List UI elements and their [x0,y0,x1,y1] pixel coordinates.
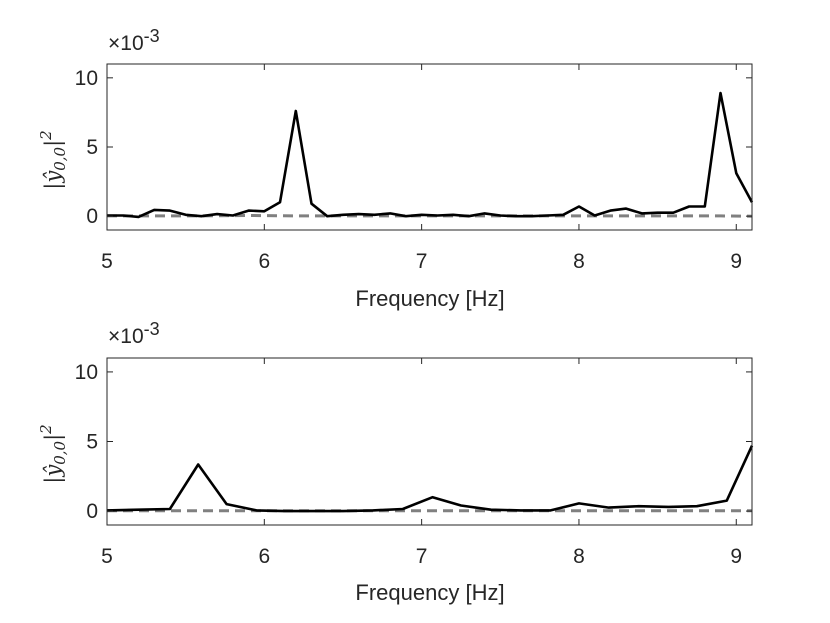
x-tick-label: 5 [101,250,113,273]
x-tick-label: 8 [573,545,585,568]
top-series-dashed [107,214,753,218]
bottom-axes-frame [106,357,753,526]
x-tick-label: 7 [416,250,428,273]
top-plot-area [107,91,754,219]
x-tick-label: 6 [258,545,270,568]
bottom-series-solid [106,445,754,513]
x-tick-label: 6 [258,250,270,273]
y-tick-label: 10 [75,361,98,384]
y-tick-label: 0 [86,205,98,228]
y-tick-label: 0 [86,500,98,523]
top-axes-frame [106,63,753,231]
bottom-y-axis-label: |ŷ0,0|2 [37,424,69,483]
top-series-solid [107,91,754,219]
y-tick-label: 5 [86,431,98,454]
bottom-x-axis-label: Frequency [Hz] [355,580,504,605]
x-tick-label: 7 [416,545,428,568]
x-tick-label: 9 [730,545,742,568]
top-y-axis-label: |ŷ0,0|2 [37,130,69,189]
x-tick-label: 8 [573,250,585,273]
x-tick-label: 9 [730,250,742,273]
top-y-exponent: ×10-3 [108,26,160,55]
y-tick-label: 5 [86,136,98,159]
bottom-y-exponent: ×10-3 [108,319,160,348]
x-tick-label: 5 [101,545,113,568]
y-tick-label: 10 [75,67,98,90]
top-x-axis-label: Frequency [Hz] [355,286,504,311]
bottom-plot-area [106,445,754,513]
